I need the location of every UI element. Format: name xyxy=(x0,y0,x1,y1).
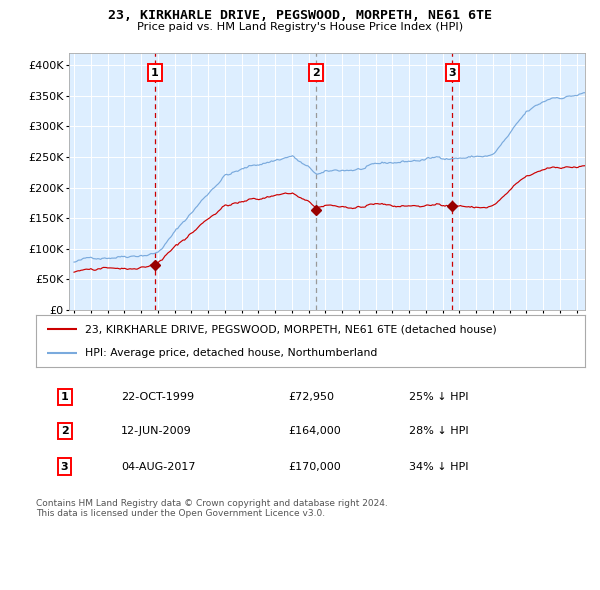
Text: 04-AUG-2017: 04-AUG-2017 xyxy=(121,461,196,471)
Text: 1: 1 xyxy=(61,392,68,402)
Text: 3: 3 xyxy=(449,67,456,77)
Text: 28% ↓ HPI: 28% ↓ HPI xyxy=(409,426,469,435)
Text: 25% ↓ HPI: 25% ↓ HPI xyxy=(409,392,469,402)
Text: 23, KIRKHARLE DRIVE, PEGSWOOD, MORPETH, NE61 6TE: 23, KIRKHARLE DRIVE, PEGSWOOD, MORPETH, … xyxy=(108,9,492,22)
Text: 12-JUN-2009: 12-JUN-2009 xyxy=(121,426,192,435)
Text: 23, KIRKHARLE DRIVE, PEGSWOOD, MORPETH, NE61 6TE (detached house): 23, KIRKHARLE DRIVE, PEGSWOOD, MORPETH, … xyxy=(85,324,497,334)
Text: 34% ↓ HPI: 34% ↓ HPI xyxy=(409,461,469,471)
Text: £164,000: £164,000 xyxy=(289,426,341,435)
Text: HPI: Average price, detached house, Northumberland: HPI: Average price, detached house, Nort… xyxy=(85,348,378,358)
Text: £170,000: £170,000 xyxy=(289,461,341,471)
Text: Contains HM Land Registry data © Crown copyright and database right 2024.
This d: Contains HM Land Registry data © Crown c… xyxy=(36,499,388,518)
Text: Price paid vs. HM Land Registry's House Price Index (HPI): Price paid vs. HM Land Registry's House … xyxy=(137,22,463,32)
Text: £72,950: £72,950 xyxy=(289,392,335,402)
Text: 1: 1 xyxy=(151,67,158,77)
Text: 2: 2 xyxy=(61,426,68,435)
Text: 3: 3 xyxy=(61,461,68,471)
Text: 22-OCT-1999: 22-OCT-1999 xyxy=(121,392,194,402)
Text: 2: 2 xyxy=(312,67,320,77)
